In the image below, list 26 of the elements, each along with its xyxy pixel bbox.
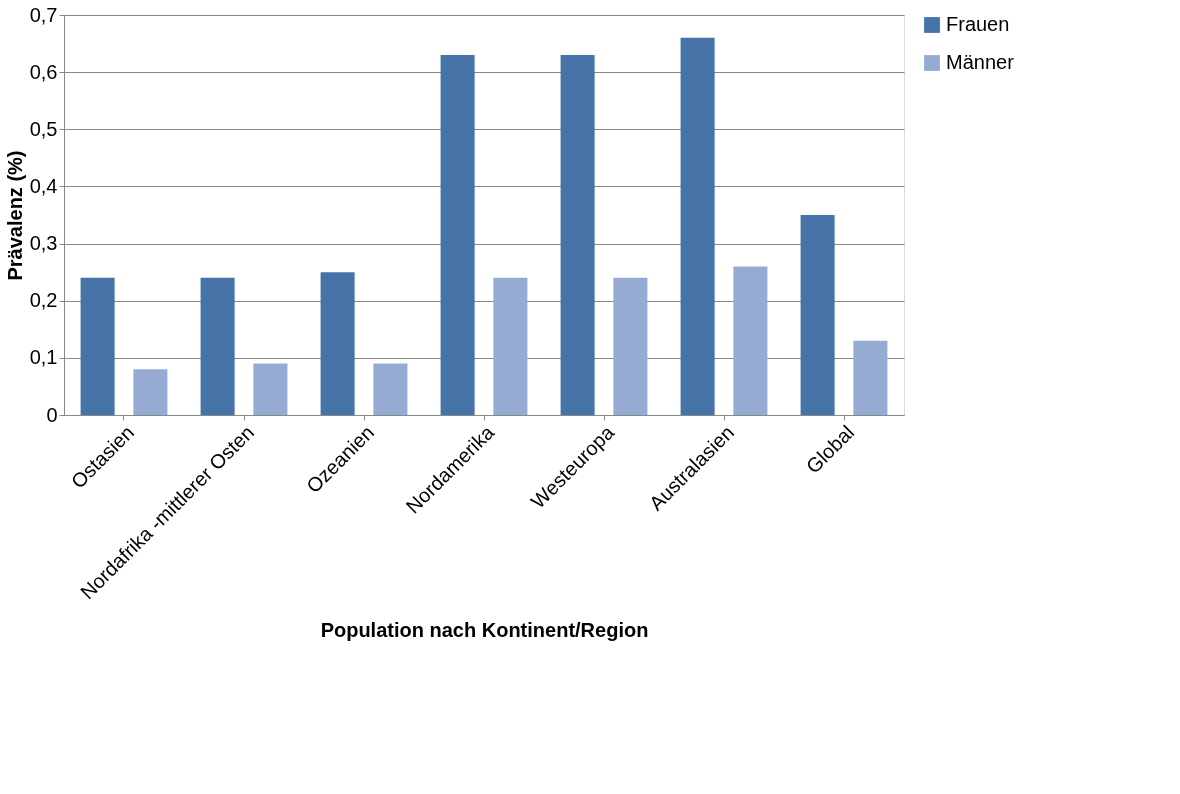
bar [613,277,648,415]
bar [853,340,888,415]
y-tick-label: 0,5 [29,117,58,140]
y-tick-label: 0,1 [29,346,58,369]
bar [680,37,715,415]
y-axis-title: Prävalenz (%) [3,150,26,281]
bar [133,369,168,415]
bar [733,266,768,415]
y-tick-label: 0,3 [29,232,58,255]
bar [800,215,835,415]
y-tick-label: 0 [46,403,58,426]
legend-label: Frauen [946,13,1010,35]
bar [560,55,595,415]
y-tick-label: 0,7 [29,3,58,26]
bar [80,277,115,415]
y-tick-label: 0,2 [29,289,58,312]
bar [200,277,235,415]
y-tick-label: 0,6 [29,60,58,83]
bar [493,277,528,415]
bar [440,55,475,415]
bar [373,363,408,415]
legend-label: Männer [946,51,1015,73]
bar [253,363,288,415]
x-axis-title: Population nach Kontinent/Region [320,619,649,642]
bar [320,272,355,415]
y-tick-label: 0,4 [29,174,58,197]
